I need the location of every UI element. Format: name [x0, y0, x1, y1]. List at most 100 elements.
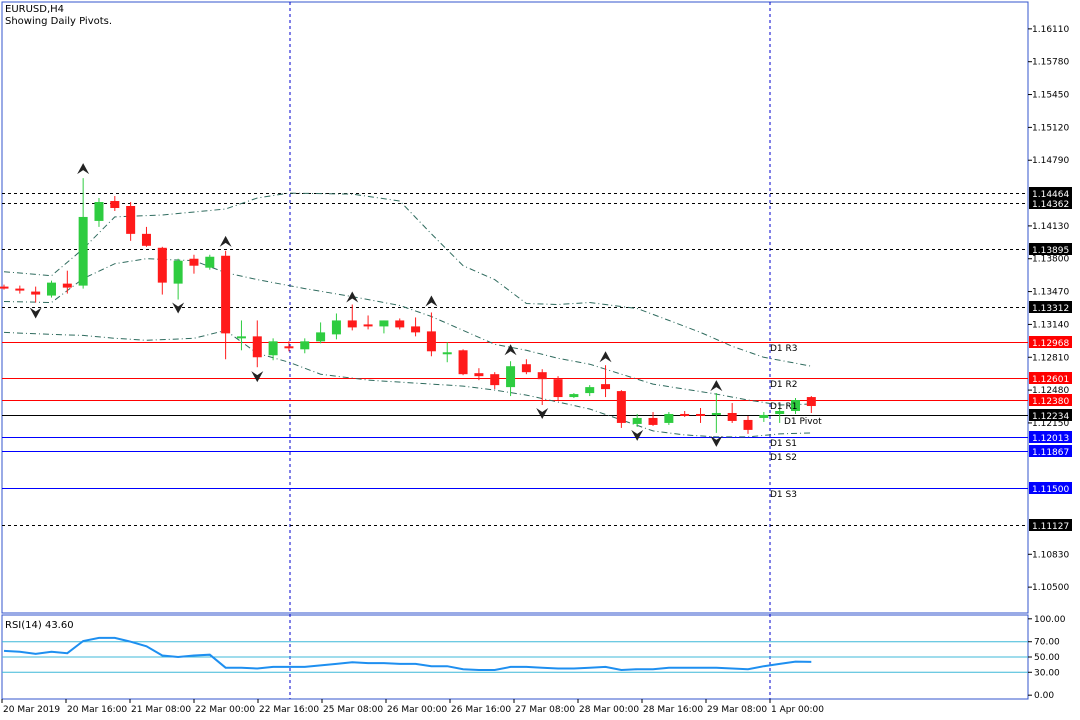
pivot-label: D1 R1: [770, 402, 798, 412]
price-tick-label: 1.10830: [1032, 550, 1069, 560]
price-tag-box: [1029, 482, 1072, 494]
candle-body: [284, 346, 294, 349]
rsi-axis: 100.00 70.00 50.00 30.00 0.00: [1028, 615, 1066, 701]
rsi-title: RSI(14) 43.60: [5, 620, 74, 631]
price-tag-label: 1.12013: [1032, 434, 1069, 444]
chart-subtitle: Showing Daily Pivots.: [5, 16, 112, 27]
price-tick-label: 1.14790: [1032, 156, 1069, 166]
candle-body: [110, 201, 120, 208]
pivot-label: D1 Pivot: [784, 417, 822, 427]
period-separators: [289, 2, 771, 699]
candle-body: [474, 373, 484, 377]
time-tick-label: 1 Apr 00:00: [771, 705, 824, 715]
price-tag-box: [1029, 372, 1072, 384]
band-lower-line: [3, 329, 812, 438]
candle-body: [506, 366, 516, 388]
candle-body: [268, 341, 278, 356]
fractal-down-arrow-icon: [172, 302, 185, 314]
price-tag-box: [1029, 336, 1072, 348]
candle-body: [648, 417, 658, 425]
price-axis: 1.16110 1.15780 1.15450 1.15120 1.14790 1.141…: [1028, 25, 1069, 593]
price-tag-box: [1029, 409, 1072, 421]
candle-body: [189, 258, 199, 266]
price-tag-box: [1029, 187, 1072, 199]
fractal-arrows: [29, 163, 723, 447]
price-tick-label: 1.13140: [1032, 320, 1069, 330]
price-tag-label: 1.12601: [1032, 375, 1069, 385]
band-upper-line: [3, 192, 812, 367]
pivot-label: D1 R3: [770, 344, 798, 354]
candle-body: [743, 419, 753, 430]
time-tick-label: 25 Mar 08:00: [323, 705, 383, 715]
candle-body: [553, 379, 563, 398]
chart-symbol-title: EURUSD,H4: [5, 4, 64, 15]
envelope-bands: [3, 192, 812, 438]
price-tick-label: 1.12810: [1032, 353, 1069, 363]
price-tag-box: [1029, 431, 1072, 443]
candle-body: [426, 331, 436, 352]
candle-body: [347, 320, 357, 328]
candle-body: [711, 412, 721, 415]
candle-body: [791, 400, 800, 411]
time-tick-label: 21 Mar 08:00: [131, 705, 191, 715]
candle-body: [458, 350, 468, 375]
price-tick-label: 1.15120: [1032, 123, 1069, 133]
candle-body: [411, 326, 421, 333]
rsi-tick-label: 70.00: [1034, 638, 1060, 648]
candle-body: [537, 372, 547, 380]
price-tag-label: 1.11867: [1032, 448, 1069, 458]
price-tag-label: 1.11127: [1032, 522, 1069, 532]
pivot-label: D1 R2: [770, 380, 798, 390]
candle-body: [141, 233, 151, 246]
rsi-tick-label: 50.00: [1034, 653, 1060, 663]
candle-body: [442, 352, 452, 355]
time-tick-label: 28 Mar 00:00: [579, 705, 639, 715]
candle-body: [31, 291, 41, 295]
fractal-up-arrow-icon: [219, 235, 232, 247]
candle-body: [775, 410, 785, 414]
candle-body: [395, 320, 405, 328]
time-tick-label: 22 Mar 00:00: [195, 705, 255, 715]
candle-body: [221, 255, 231, 334]
fractal-down-arrow-icon: [29, 307, 42, 319]
rsi-tick-label: 30.00: [1034, 668, 1060, 678]
fractal-up-arrow-icon: [77, 163, 90, 175]
price-tick-label: 1.15450: [1032, 91, 1069, 101]
price-tag-label: 1.14362: [1032, 200, 1069, 210]
candle-body: [316, 332, 326, 342]
time-tick-label: 22 Mar 16:00: [259, 705, 319, 715]
candle-body: [205, 256, 215, 268]
candle-body: [379, 320, 389, 327]
candlesticks: [0, 178, 816, 434]
price-tick-label: 1.16110: [1032, 25, 1069, 35]
time-tick-label: 29 Mar 08:00: [707, 705, 767, 715]
pivot-label: D1 S1: [770, 439, 797, 449]
candle-body: [331, 320, 341, 335]
price-tag-box: [1029, 394, 1072, 406]
rsi-indicator: [2, 636, 1028, 673]
band-middle-line: [3, 258, 812, 406]
time-tick-label: 20 Mar 16:00: [67, 705, 127, 715]
time-tick-label: 27 Mar 08:00: [515, 705, 575, 715]
price-tag-box: [1029, 519, 1072, 531]
candle-body: [585, 387, 595, 394]
price-tick-label: 1.12480: [1032, 386, 1069, 396]
price-tag-box: [1029, 243, 1072, 255]
rsi-tick-label: 0.00: [1034, 691, 1054, 701]
price-tag-box: [1029, 301, 1072, 313]
price-tag-label: 1.14464: [1032, 190, 1069, 200]
fractal-up-arrow-icon: [504, 344, 517, 356]
candle-body: [173, 260, 183, 284]
price-tag-label: 1.12380: [1032, 397, 1069, 407]
candle-body: [62, 283, 72, 288]
price-tag-label: 1.12234: [1032, 412, 1069, 422]
price-tick-label: 1.13470: [1032, 288, 1069, 298]
price-tag-label: 1.13895: [1032, 246, 1069, 256]
price-tag-label: 1.12968: [1032, 339, 1069, 349]
fractal-down-arrow-icon: [710, 435, 723, 447]
fractal-down-arrow-icon: [536, 407, 549, 419]
candle-body: [727, 412, 737, 421]
candle-body: [759, 414, 769, 418]
